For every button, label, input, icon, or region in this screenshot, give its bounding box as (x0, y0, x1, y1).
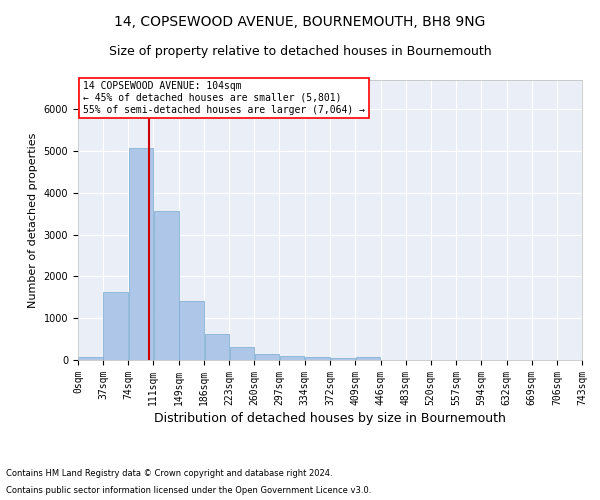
Bar (331, 358, 355, 360)
Bar (305, 358, 330, 360)
Bar (154, 210, 179, 360)
Text: Size of property relative to detached houses in Bournemouth: Size of property relative to detached ho… (109, 45, 491, 58)
Bar (103, 292, 128, 360)
Text: Contains HM Land Registry data © Crown copyright and database right 2024.: Contains HM Land Registry data © Crown c… (6, 468, 332, 477)
X-axis label: Distribution of detached houses by size in Bournemouth: Distribution of detached houses by size … (154, 412, 506, 425)
Bar (128, 148, 153, 360)
Bar (255, 354, 279, 360)
Bar (356, 357, 380, 360)
Bar (280, 356, 304, 360)
Bar (179, 302, 204, 360)
Y-axis label: Number of detached properties: Number of detached properties (28, 132, 38, 308)
Bar (205, 334, 229, 360)
Text: Contains public sector information licensed under the Open Government Licence v3: Contains public sector information licen… (6, 486, 371, 495)
Bar (230, 348, 254, 360)
Text: 14 COPSEWOOD AVENUE: 104sqm
← 45% of detached houses are smaller (5,801)
55% of : 14 COPSEWOOD AVENUE: 104sqm ← 45% of det… (83, 82, 365, 114)
Bar (79, 357, 103, 360)
Text: 14, COPSEWOOD AVENUE, BOURNEMOUTH, BH8 9NG: 14, COPSEWOOD AVENUE, BOURNEMOUTH, BH8 9… (115, 15, 485, 29)
